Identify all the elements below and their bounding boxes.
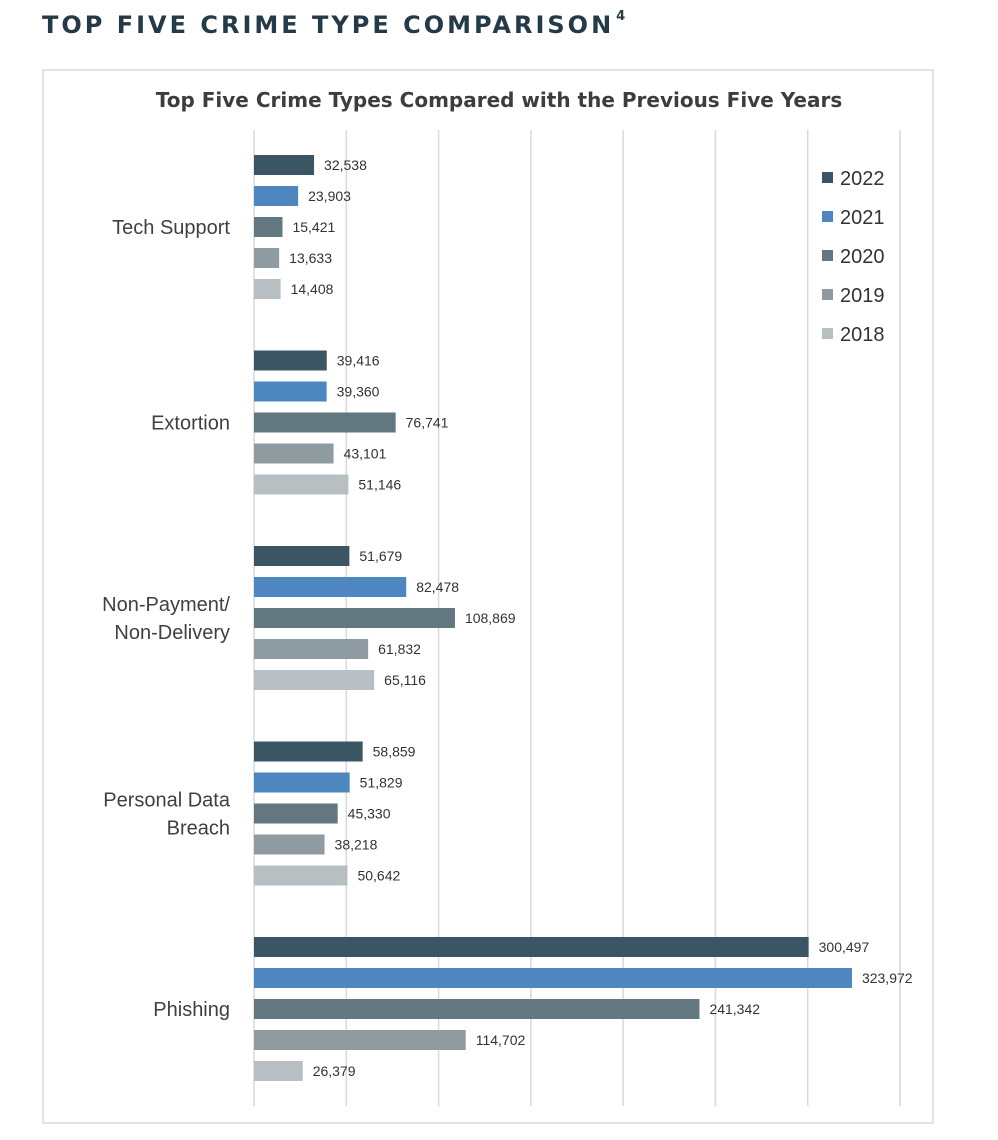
bar <box>254 968 852 988</box>
bar <box>254 639 369 659</box>
bar <box>254 474 349 495</box>
data-label: 45,330 <box>348 806 391 822</box>
bar <box>254 999 700 1019</box>
bar <box>254 186 299 206</box>
category-label: Personal Data Breach <box>103 790 231 840</box>
data-label: 82,478 <box>416 579 459 595</box>
data-label: 15,421 <box>292 219 335 235</box>
data-label: 114,702 <box>476 1032 526 1048</box>
bar <box>254 772 350 793</box>
bar <box>254 865 348 886</box>
legend-label: 2021 <box>840 207 885 229</box>
bar <box>254 155 315 175</box>
data-label: 14,408 <box>291 281 334 297</box>
bar <box>254 412 396 433</box>
legend-swatch <box>822 289 833 300</box>
bar <box>254 670 375 690</box>
bar <box>254 279 281 299</box>
data-label: 39,360 <box>337 384 380 400</box>
data-label: 51,146 <box>358 477 401 493</box>
data-label: 323,972 <box>862 970 913 986</box>
bar <box>254 937 809 957</box>
data-label: 241,342 <box>709 1001 760 1017</box>
bar <box>254 350 327 371</box>
bar <box>254 443 334 464</box>
data-label: 300,497 <box>819 939 870 955</box>
legend-swatch <box>822 250 833 261</box>
legend-label: 2019 <box>840 285 885 307</box>
bar <box>254 546 350 566</box>
data-label: 39,416 <box>337 353 380 369</box>
data-label: 26,379 <box>313 1063 356 1079</box>
data-label: 58,859 <box>373 744 416 760</box>
data-label: 38,218 <box>335 837 378 853</box>
category-label: Tech Support <box>112 217 230 239</box>
data-label: 13,633 <box>289 250 332 266</box>
data-label: 108,869 <box>465 610 516 626</box>
data-label: 76,741 <box>406 415 449 431</box>
data-label: 51,829 <box>360 775 403 791</box>
bar <box>254 608 455 628</box>
data-label: 51,679 <box>359 548 402 564</box>
bar <box>254 1030 466 1050</box>
data-label: 32,538 <box>324 157 367 173</box>
legend-swatch <box>822 211 833 222</box>
bar <box>254 381 327 402</box>
bar <box>254 834 325 855</box>
bar <box>254 577 407 597</box>
legend-swatch <box>822 172 833 183</box>
page-heading: TOP FIVE CRIME TYPE COMPARISON 4 <box>42 9 625 39</box>
footnote-marker: 4 <box>616 9 626 24</box>
data-label: 50,642 <box>357 868 400 884</box>
bar <box>254 803 338 824</box>
page-heading-text: TOP FIVE CRIME TYPE COMPARISON <box>42 11 615 39</box>
bar <box>254 217 283 237</box>
chart-title: Top Five Crime Types Compared with the P… <box>155 88 843 112</box>
bar <box>254 248 280 268</box>
category-label: Phishing <box>153 999 230 1021</box>
legend-swatch <box>822 328 833 339</box>
legend-label: 2020 <box>840 246 885 268</box>
bar <box>254 1061 303 1081</box>
legend-label: 2018 <box>840 324 885 346</box>
category-label: Non-Payment/Non-Delivery <box>102 594 230 644</box>
legend-label: 2022 <box>840 168 885 190</box>
data-label: 61,832 <box>378 641 421 657</box>
data-label: 65,116 <box>384 672 426 688</box>
bar <box>254 741 363 762</box>
data-label: 23,903 <box>308 188 351 204</box>
category-label: Extortion <box>151 413 230 435</box>
data-label: 43,101 <box>344 446 387 462</box>
